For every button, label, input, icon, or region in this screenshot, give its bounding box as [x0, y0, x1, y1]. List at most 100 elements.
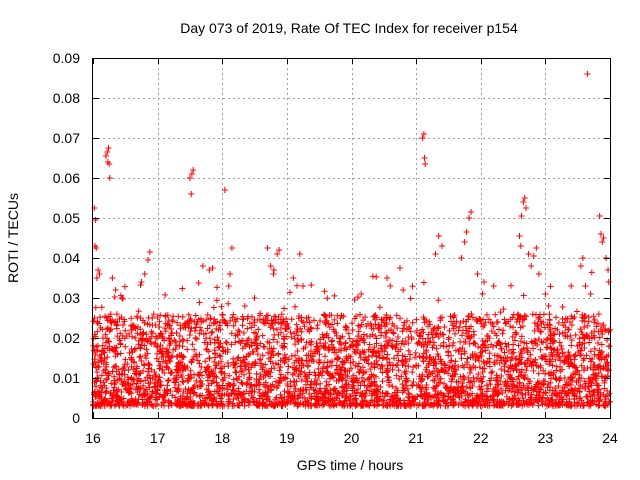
data-point — [434, 391, 441, 398]
data-point — [401, 341, 408, 348]
data-point — [403, 368, 410, 375]
data-point — [305, 401, 312, 408]
data-point — [228, 341, 235, 348]
data-point — [112, 287, 119, 293]
data-point — [565, 359, 572, 366]
data-point — [180, 353, 187, 360]
data-point — [448, 384, 455, 391]
data-point — [109, 345, 116, 352]
data-point — [119, 401, 126, 408]
data-point — [157, 342, 164, 349]
data-point — [435, 297, 442, 304]
data-point — [421, 319, 428, 326]
data-point — [203, 367, 210, 374]
x-tick-label: 18 — [214, 430, 230, 446]
data-point — [372, 381, 379, 388]
data-point — [162, 328, 169, 335]
data-point — [595, 369, 602, 376]
data-point — [148, 366, 155, 373]
data-point — [253, 370, 260, 377]
data-point — [486, 377, 493, 384]
data-point — [195, 280, 202, 287]
data-point — [323, 321, 330, 328]
data-point — [314, 347, 321, 354]
data-point — [170, 313, 177, 320]
data-point — [179, 378, 186, 385]
data-point — [522, 205, 529, 211]
data-point — [389, 337, 396, 344]
data-point — [113, 311, 120, 318]
data-point — [525, 355, 532, 362]
data-point — [102, 331, 109, 338]
data-point — [244, 315, 251, 322]
data-point — [278, 377, 285, 384]
data-point — [492, 330, 499, 337]
data-point — [393, 372, 400, 379]
y-tick-label: 0.01 — [53, 370, 80, 386]
data-point — [588, 374, 595, 381]
data-point — [281, 396, 288, 403]
data-point — [296, 251, 303, 257]
data-point — [424, 373, 431, 380]
data-point — [235, 385, 242, 392]
data-point — [282, 358, 289, 365]
data-point — [437, 402, 444, 409]
data-point — [264, 317, 271, 324]
data-point — [137, 353, 144, 360]
data-point — [551, 331, 558, 338]
data-point — [298, 377, 305, 384]
data-point — [479, 402, 486, 409]
data-point — [230, 376, 237, 383]
data-point — [466, 215, 473, 221]
data-point — [549, 402, 556, 409]
data-point — [200, 318, 207, 325]
data-point — [129, 333, 136, 340]
data-point — [573, 364, 580, 371]
data-point — [247, 384, 254, 391]
data-point — [271, 313, 278, 320]
data-point — [197, 379, 204, 386]
data-point — [475, 343, 482, 350]
data-point — [234, 332, 241, 339]
data-point — [131, 324, 138, 331]
data-point — [383, 368, 390, 375]
data-point — [143, 346, 150, 353]
data-point — [190, 167, 197, 173]
y-tick-label: 0 — [72, 410, 80, 426]
data-point — [567, 402, 574, 409]
data-point — [198, 363, 205, 370]
data-point — [402, 337, 409, 344]
data-point — [281, 305, 288, 312]
data-point — [242, 356, 249, 363]
data-point — [120, 400, 127, 407]
data-point — [290, 275, 297, 281]
data-point — [470, 401, 477, 408]
data-point — [94, 328, 101, 335]
data-point — [387, 283, 394, 289]
data-point — [225, 283, 232, 289]
data-point — [510, 401, 517, 408]
data-point — [213, 379, 220, 386]
data-point — [584, 399, 591, 406]
data-point — [159, 334, 166, 341]
data-point — [174, 353, 181, 360]
data-point — [188, 171, 195, 177]
data-point — [471, 398, 478, 405]
data-point — [109, 275, 116, 281]
data-point — [528, 338, 535, 345]
data-point — [299, 401, 306, 408]
data-point — [518, 213, 525, 219]
data-point — [226, 399, 233, 406]
data-point — [393, 312, 400, 319]
data-point — [279, 400, 286, 407]
data-point — [422, 161, 429, 167]
data-point — [323, 368, 330, 375]
data-point — [549, 338, 556, 345]
data-point — [314, 397, 321, 404]
data-point — [176, 364, 183, 371]
data-point — [349, 378, 356, 385]
data-point — [453, 318, 460, 325]
data-point — [351, 297, 358, 303]
data-point — [577, 395, 584, 402]
data-point — [481, 359, 488, 366]
